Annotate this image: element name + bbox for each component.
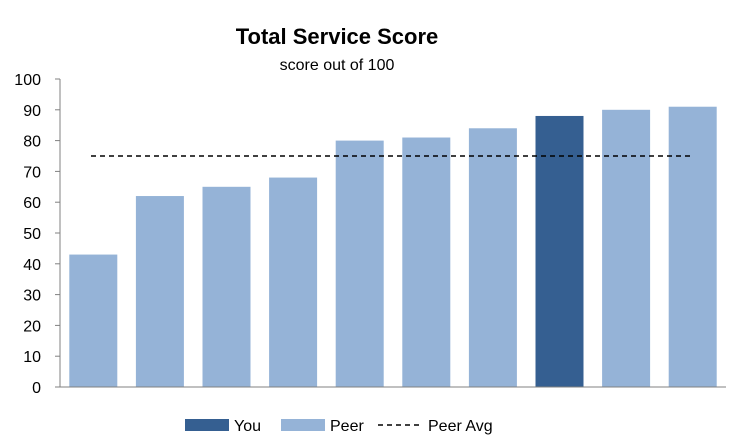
bar-peer [69, 254, 118, 387]
bar-peer [468, 128, 517, 387]
legend-peer-label: Peer [330, 418, 364, 435]
y-axis-ticks: 0 10 20 30 40 50 60 70 80 90 100 [14, 72, 41, 397]
legend: You Peer Peer Avg [185, 418, 493, 435]
bar-peer [202, 186, 251, 387]
bar-peer [602, 109, 651, 388]
y-tick-label: 100 [14, 72, 41, 89]
y-tick-label: 0 [32, 380, 41, 397]
chart-subtitle: score out of 100 [280, 57, 395, 74]
y-tick-label: 80 [23, 134, 41, 151]
y-tick-label: 30 [23, 288, 41, 305]
y-tick-label: 20 [23, 318, 41, 335]
y-tick-label: 50 [23, 226, 41, 243]
y-tick-label: 40 [23, 257, 41, 274]
axes [55, 78, 726, 388]
bar-peer [402, 137, 451, 387]
y-tick-label: 60 [23, 195, 41, 212]
y-tick-label: 10 [23, 349, 41, 366]
legend-you-label: You [234, 418, 261, 435]
legend-peer-avg-label: Peer Avg [428, 418, 493, 435]
bar-peer [335, 140, 384, 387]
y-tick-label: 90 [23, 103, 41, 120]
legend-you-swatch [185, 419, 229, 431]
y-tick-label: 70 [23, 164, 41, 181]
bars [69, 106, 717, 388]
legend-peer-swatch [281, 419, 325, 431]
bar-peer [135, 196, 184, 387]
chart-title: Total Service Score [236, 24, 439, 49]
bar-you [535, 115, 584, 388]
bar-peer [269, 177, 318, 387]
bar-peer [668, 106, 717, 387]
